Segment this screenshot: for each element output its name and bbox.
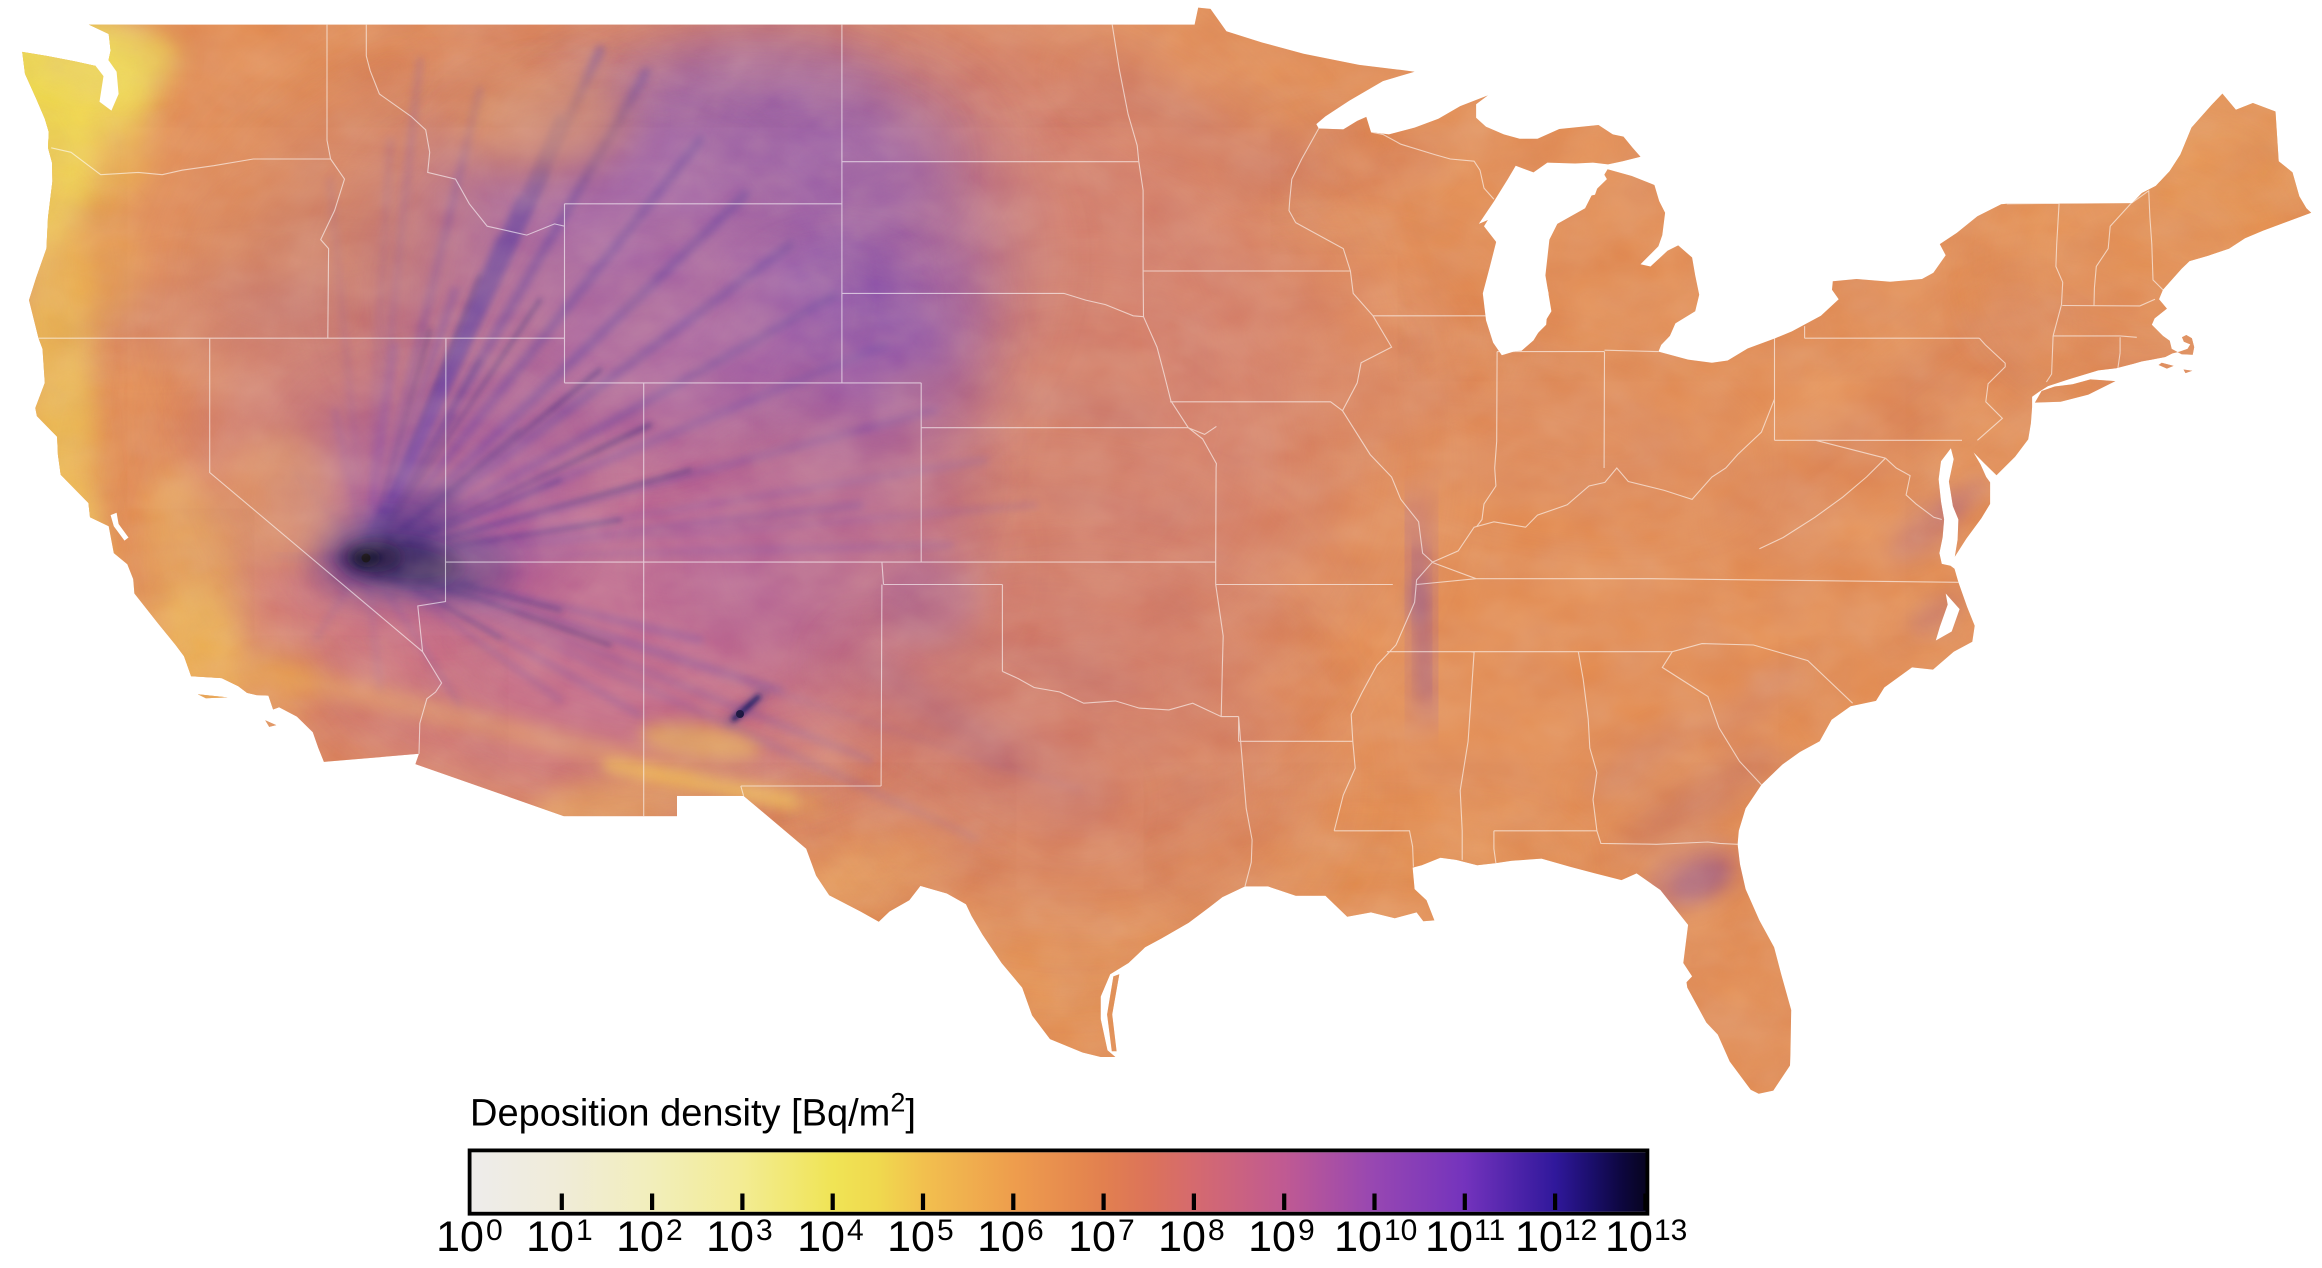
svg-text:2: 2 — [666, 1214, 683, 1247]
svg-text:0: 0 — [486, 1214, 503, 1247]
svg-text:6: 6 — [1027, 1214, 1044, 1247]
svg-text:8: 8 — [1208, 1214, 1225, 1247]
svg-text:10: 10 — [977, 1213, 1025, 1261]
svg-text:Deposition density [Bq/m2]: Deposition density [Bq/m2] — [470, 1088, 916, 1135]
svg-text:3: 3 — [756, 1214, 773, 1247]
svg-text:10: 10 — [1384, 1214, 1417, 1247]
svg-text:10: 10 — [1515, 1213, 1563, 1261]
svg-text:10: 10 — [1248, 1213, 1296, 1261]
svg-text:1: 1 — [576, 1214, 593, 1247]
svg-text:10: 10 — [706, 1213, 754, 1261]
svg-text:10: 10 — [887, 1213, 935, 1261]
svg-text:13: 13 — [1654, 1214, 1687, 1247]
svg-text:10: 10 — [616, 1213, 664, 1261]
svg-text:10: 10 — [1425, 1213, 1473, 1261]
svg-text:10: 10 — [1605, 1213, 1653, 1261]
svg-text:11: 11 — [1474, 1214, 1505, 1247]
svg-text:5: 5 — [937, 1214, 954, 1247]
svg-text:4: 4 — [847, 1214, 864, 1247]
svg-text:10: 10 — [436, 1213, 484, 1261]
svg-text:10: 10 — [1334, 1213, 1382, 1261]
svg-text:12: 12 — [1564, 1214, 1597, 1247]
svg-text:10: 10 — [1158, 1213, 1206, 1261]
svg-text:9: 9 — [1298, 1214, 1315, 1247]
svg-text:10: 10 — [1068, 1213, 1116, 1261]
svg-text:10: 10 — [526, 1213, 574, 1261]
svg-text:7: 7 — [1118, 1214, 1135, 1247]
svg-text:10: 10 — [797, 1213, 845, 1261]
